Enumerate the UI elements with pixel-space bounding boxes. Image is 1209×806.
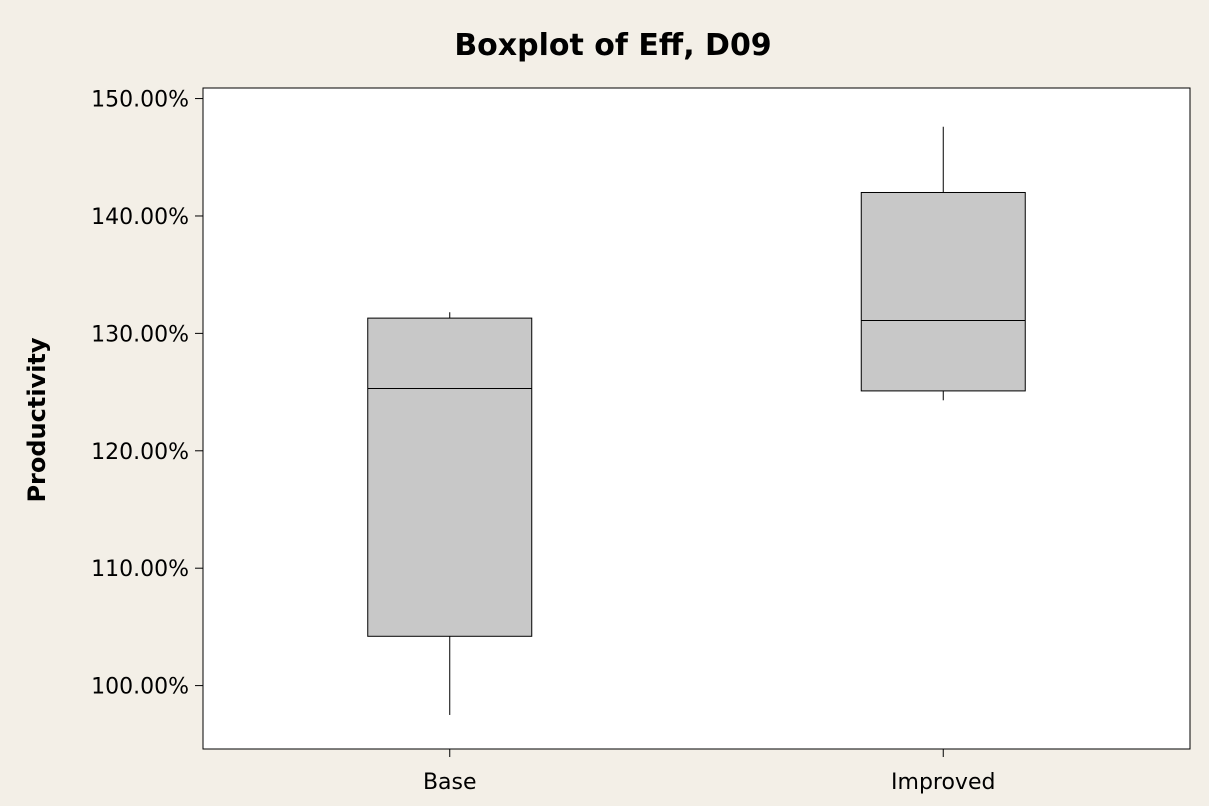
y-tick-label: 150.00% xyxy=(91,88,189,113)
iqr-box xyxy=(367,317,533,637)
y-axis: 100.00% 110.00% 120.00% 130.00% 140.00% 150.0… xyxy=(91,88,203,700)
y-tick-label: 140.00% xyxy=(91,205,189,230)
plot-area xyxy=(202,87,1191,750)
y-tick-label: 130.00% xyxy=(91,322,189,347)
y-axis-label: Productivity xyxy=(23,337,51,502)
iqr-box xyxy=(860,191,1026,392)
y-tick-label: 110.00% xyxy=(91,557,189,582)
y-tick-label: 100.00% xyxy=(91,675,189,700)
x-tick-label: Improved xyxy=(891,770,995,795)
x-tick-label: Base xyxy=(423,770,477,795)
y-tick-label: 120.00% xyxy=(91,440,189,465)
box-improved xyxy=(860,126,1026,401)
x-axis: Base Improved xyxy=(423,749,995,795)
chart-title: Boxplot of Eff, D09 xyxy=(454,28,771,63)
box-base xyxy=(367,312,533,715)
boxes xyxy=(367,126,1026,715)
